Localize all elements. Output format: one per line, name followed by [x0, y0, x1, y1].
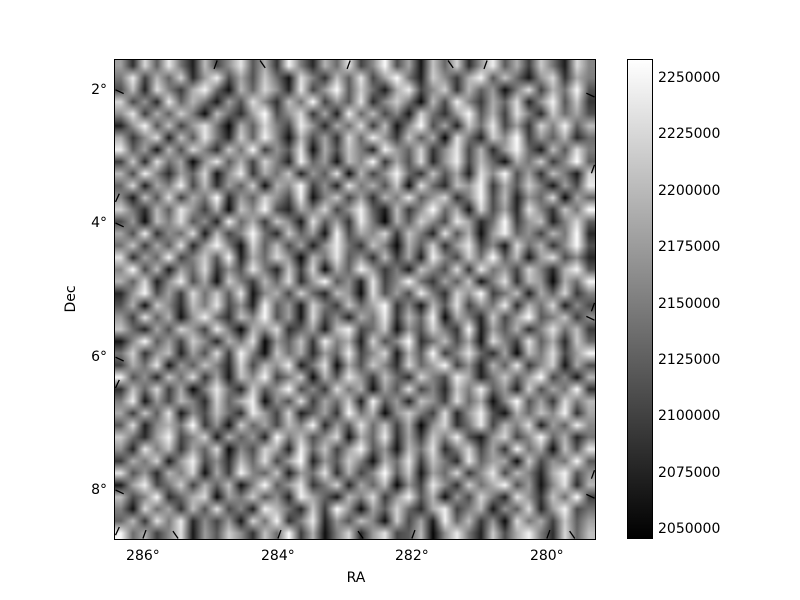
colorbar-tick-label: 2250000	[658, 69, 721, 86]
x-tick-label: 284°	[261, 548, 295, 564]
colorbar-tick-label: 2150000	[658, 295, 721, 312]
colorbar-tick-label: 2100000	[658, 408, 721, 425]
y-tick-label: 6°	[91, 349, 107, 366]
y-tick-label: 2°	[91, 81, 107, 98]
colorbar-tick-label: 2125000	[658, 351, 721, 368]
colorbar-tick-label: 2050000	[658, 521, 721, 538]
y-tick-label: 4°	[91, 215, 107, 232]
y-axis-label: Dec	[63, 285, 79, 313]
colorbar-tick-label: 2075000	[658, 464, 721, 481]
heatmap-canvas	[115, 60, 595, 539]
x-axis-label: RA	[346, 570, 366, 586]
y-tick-label: 8°	[91, 481, 107, 498]
colorbar-tick-label: 2200000	[658, 182, 721, 199]
x-tick-label: 282°	[395, 548, 429, 564]
colorbar-tick-label: 2175000	[658, 239, 721, 256]
x-tick-label: 286°	[126, 548, 160, 564]
colorbar-tick-label: 2225000	[658, 126, 721, 143]
x-tick-label: 280°	[529, 548, 564, 564]
heatmap-plot	[114, 59, 596, 540]
colorbar	[627, 59, 653, 539]
